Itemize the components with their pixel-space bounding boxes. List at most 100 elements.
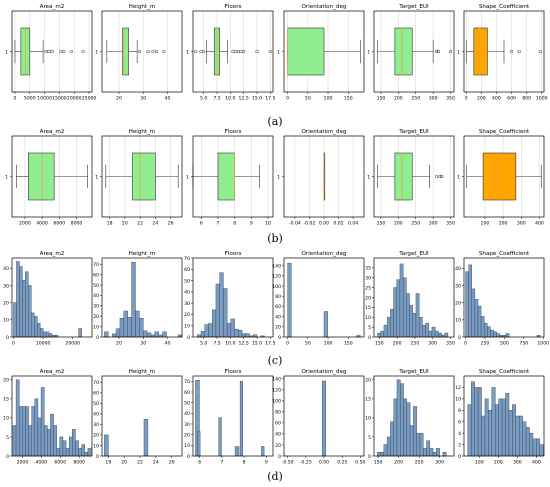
hist-bar (444, 332, 449, 338)
hist-bar (13, 302, 17, 338)
ytick-label: 60 (93, 391, 99, 397)
hist-bar (131, 261, 136, 338)
hist-bar (241, 333, 246, 338)
hist-bar (211, 309, 217, 338)
panel-title: Height_m (129, 251, 156, 257)
hist-bar (423, 448, 427, 457)
panel-2-3: Orientation_deg 0 20 40 60 80 100 120 140 0 50 100 1… (272, 251, 365, 347)
hist-bar (396, 379, 401, 457)
caption-b: (b) (267, 232, 283, 245)
xtick-label: 0.50 (355, 460, 365, 466)
xtick-label: 15000 (52, 96, 67, 102)
xtick-label: 20000 (65, 341, 80, 347)
hist-bar (261, 446, 265, 457)
ytick-label: 1 (186, 174, 189, 180)
xtick-label: 0.00 (319, 460, 329, 466)
hist-bar (31, 406, 36, 457)
outlier-point (440, 174, 444, 179)
xtick-label: 150 (344, 341, 353, 347)
panel-title: Floors (225, 4, 242, 10)
ytick-label: 120 (272, 388, 281, 394)
hist-bar (56, 448, 61, 457)
xtick-label: 350 (446, 221, 455, 227)
ytick-label: 60 (184, 267, 190, 273)
hist-bar (208, 323, 213, 338)
panel-frame (463, 135, 545, 218)
hist-bar (119, 318, 125, 338)
outlier-point (239, 49, 243, 54)
ytick-label: 10 (3, 416, 9, 422)
ytick-label: 0 (368, 454, 371, 460)
outlier-point (538, 49, 542, 54)
hist-bar (419, 432, 424, 457)
xtick-label: 300 (517, 221, 526, 227)
xtick-label: 18 (105, 460, 111, 466)
xtick-label: 250 (410, 341, 419, 347)
outlier-point (62, 49, 66, 54)
panel-1-1: Height_m 1 18 20 22 24 26 (95, 129, 183, 227)
xtick-label: 250 (411, 96, 420, 102)
hist-bar (53, 425, 57, 457)
xtick-label: 10000 (37, 96, 52, 102)
xtick-label: 20 (116, 341, 122, 347)
ytick-label: 0 (458, 454, 461, 460)
ytick-label: 1 (95, 49, 98, 55)
ytick-label: 60 (93, 272, 99, 278)
outlier-point (146, 49, 150, 54)
ytick-label: 40 (275, 432, 281, 438)
ytick-label: 20 (275, 325, 281, 331)
ytick-label: 1 (5, 174, 8, 180)
ytick-label: 100 (272, 284, 281, 290)
hist-bar (135, 310, 140, 338)
xtick-label: 100 (324, 341, 333, 347)
hist-bar (139, 318, 144, 338)
hist-bar (529, 432, 534, 457)
ytick-label: 10 (184, 324, 190, 330)
hist-bar (123, 310, 128, 338)
panel-1-2: Floors 1 6 7 8 9 10 (186, 129, 274, 227)
panel-frame (463, 10, 545, 93)
hist-bar (474, 387, 479, 457)
panel-frame (11, 375, 93, 457)
xtick-label: 300 (429, 96, 438, 102)
xtick-label: 0.25 (337, 460, 347, 466)
ytick-label: 4 (458, 431, 461, 437)
ytick-label: 40 (93, 412, 99, 418)
hist-bar (197, 431, 201, 457)
box-iqr (287, 27, 325, 76)
hist-bar (471, 288, 476, 338)
hist-bar (519, 415, 523, 457)
panel-title: Orientation_deg (302, 129, 347, 135)
xtick-label: 6 (200, 221, 203, 227)
hist-bar (471, 381, 475, 457)
ytick-label: 10 (3, 318, 9, 324)
xtick-label: 200 (499, 221, 508, 227)
hist-bar (481, 415, 486, 457)
hist-bar (428, 330, 433, 338)
hist-bar (377, 332, 381, 338)
xtick-label: 8000 (71, 221, 83, 227)
hist-bar (409, 305, 413, 338)
ytick-label: 0 (458, 335, 461, 341)
xtick-label: 5000 (24, 96, 36, 102)
hist-bar (226, 323, 232, 338)
xtick-label: 4000 (35, 460, 47, 466)
outlier-point (69, 49, 73, 54)
panel-title: Target_EUI (398, 4, 429, 10)
xtick-label: 5.0 (200, 341, 207, 347)
panel-title: Shape_Coefficient (479, 4, 530, 10)
ytick-label: 40 (3, 266, 9, 272)
hist-bar (234, 328, 239, 338)
panel-title: Shape_Coefficient (479, 369, 530, 375)
panel-0-0: Area_m2 1 0 5000 10000 15000 20000 25000 (5, 4, 96, 102)
xtick-label: 100 (481, 221, 490, 227)
hist-bar (393, 287, 397, 338)
hist-bar (111, 333, 117, 338)
ytick-label: 70 (184, 256, 190, 262)
outlier-point (448, 49, 453, 54)
hist-bar (25, 271, 29, 338)
ytick-label: 8 (458, 408, 461, 414)
hist-bar (432, 451, 437, 457)
xtick-label: 4000 (36, 221, 48, 227)
xtick-label: 20 (116, 96, 122, 102)
